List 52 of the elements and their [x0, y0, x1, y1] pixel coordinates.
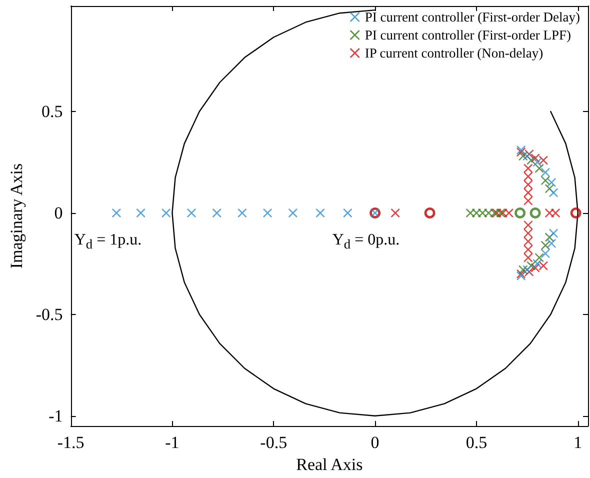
y-tick-label: 0: [54, 203, 63, 222]
point: [288, 208, 298, 218]
point: [524, 253, 533, 262]
point: [538, 261, 548, 270]
x-tick-label: 1: [574, 433, 582, 452]
point: [524, 236, 533, 246]
x-tick-label: -0.5: [260, 433, 288, 452]
point: [546, 238, 556, 248]
point: [532, 259, 542, 268]
point: [112, 208, 121, 218]
annotation: Y$_{d}$ = 1p.u.: [74, 231, 142, 253]
x-tick-label: -1.5: [57, 433, 84, 452]
x-axis-title: Real Axis: [296, 454, 363, 474]
point: [316, 208, 325, 218]
x-tick-label: 0: [370, 433, 380, 452]
point: [524, 220, 533, 230]
point: [538, 156, 548, 165]
point: [540, 168, 550, 177]
point: [524, 196, 533, 206]
point: [534, 253, 544, 262]
point: [540, 240, 550, 250]
x-tick-label: -1: [165, 433, 180, 452]
x-tick-label: 0.5: [466, 433, 488, 452]
legend-label: IP current controller (Non-delay): [364, 46, 544, 60]
point: [524, 164, 533, 173]
point: [238, 208, 247, 218]
point: [534, 164, 544, 173]
point: [524, 172, 533, 181]
point: [136, 208, 146, 218]
y-axis-title: Imaginary Axis: [7, 163, 26, 269]
point: [524, 180, 533, 190]
y-tick-label: -1: [48, 406, 63, 426]
point: [540, 249, 550, 258]
point: [549, 188, 558, 198]
point: [570, 207, 582, 218]
point: [390, 208, 400, 218]
point: [514, 207, 526, 218]
point: [524, 188, 533, 198]
y-tick-label: -0.5: [36, 304, 63, 324]
point: [424, 207, 436, 218]
point: [212, 208, 222, 218]
legend-label: PI current controller (First-order Delay): [364, 10, 580, 24]
point: [504, 208, 514, 218]
point: [549, 228, 558, 238]
point: [530, 207, 541, 218]
point: [540, 176, 550, 185]
annotation: Y$_{d}$ = 0p.u.: [332, 231, 400, 253]
y-tick-label: 0.5: [42, 102, 63, 122]
legend-label: PI current controller (First-order LPF): [364, 28, 572, 42]
point: [524, 244, 533, 254]
point: [162, 208, 171, 218]
point: [343, 208, 352, 218]
